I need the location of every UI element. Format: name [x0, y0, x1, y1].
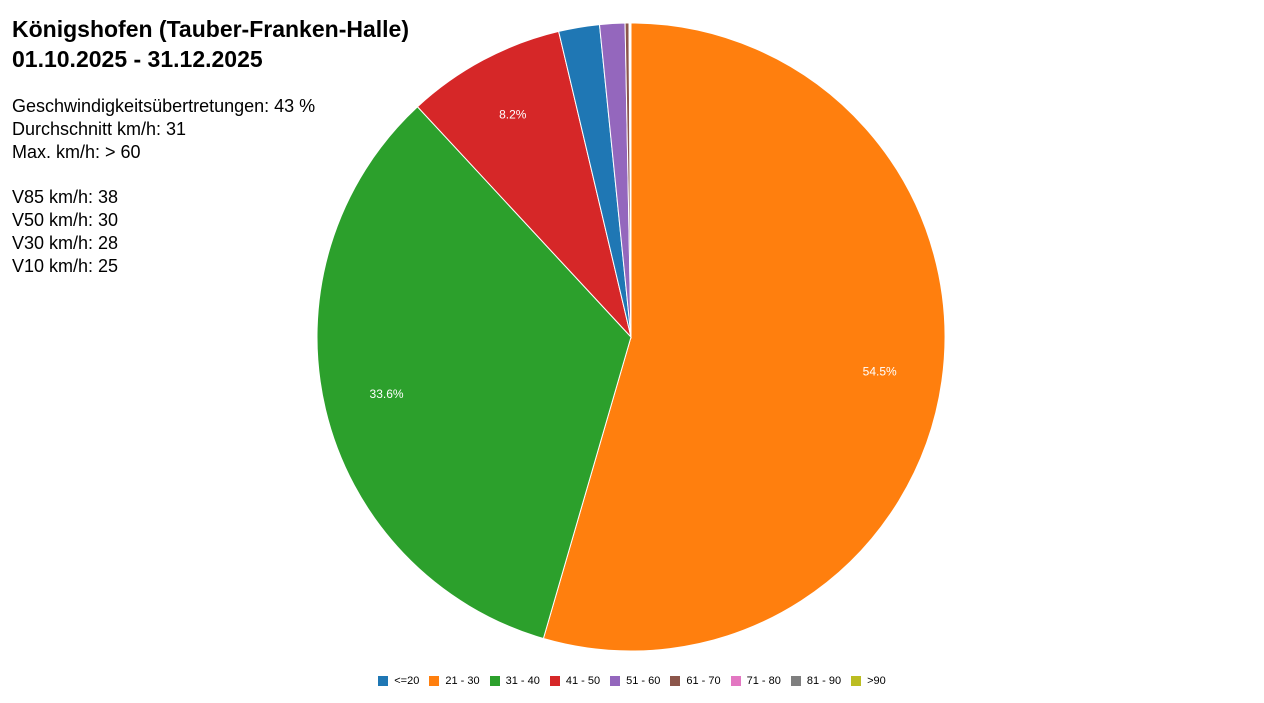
pie-slice-value-label: 54.5%: [863, 365, 897, 379]
legend-item: 41 - 50: [549, 672, 601, 690]
legend-swatch: [489, 676, 500, 686]
legend-label: >90: [867, 675, 886, 687]
legend-swatch: [378, 676, 389, 686]
legend-item: 81 - 90: [790, 672, 842, 690]
chart-period: 01.10.2025 - 31.12.2025: [12, 46, 263, 72]
legend-label: <=20: [394, 675, 420, 687]
legend-swatch: [730, 676, 741, 686]
pie-slice-21-30: [542, 22, 946, 652]
chart-title: Königshofen (Tauber-Franken-Halle): [12, 16, 409, 42]
pie-slice-value-label: 33.6%: [370, 387, 404, 401]
legend-label: 81 - 90: [806, 675, 842, 687]
pie-slice-31-40: [316, 106, 632, 640]
legend-swatch: [670, 676, 681, 686]
stat-speeding: Geschwindigkeitsübertretungen: 43 %: [12, 96, 316, 116]
stat-v10: V10 km/h: 25: [12, 255, 119, 276]
legend-item: <=20: [378, 672, 419, 690]
legend-swatch: [851, 676, 862, 686]
stat-v50: V50 km/h: 30: [12, 209, 119, 230]
legend-label: 51 - 60: [626, 675, 661, 687]
legend-item: 21 - 30: [429, 672, 480, 690]
legend-label: 71 - 80: [746, 675, 781, 687]
legend-swatch: [549, 676, 560, 686]
legend-item: 71 - 80: [730, 672, 781, 690]
stats-panel: Geschwindigkeitsübertretungen: 43 % Durc…: [12, 95, 315, 277]
legend-item: >90: [851, 672, 886, 690]
legend-label: 21 - 30: [445, 675, 480, 687]
legend-swatch: [610, 676, 621, 686]
chart-legend: <=20 21 - 30 31 - 40 41 - 50 51 - 60 61 - 70 7…: [0, 672, 1264, 690]
pie-slice-41-50: [416, 30, 632, 339]
stat-v85: V85 km/h: 38: [12, 187, 119, 208]
stat-average: Durchschnitt km/h: 31: [12, 118, 187, 139]
pie-slice-81-90: [629, 22, 632, 338]
legend-label: 61 - 70: [686, 675, 721, 687]
legend-label: 41 - 50: [565, 675, 601, 687]
legend-item: 61 - 70: [670, 672, 721, 690]
pie-slice-value-label: 8.2%: [499, 108, 527, 122]
legend-label: 31 - 40: [505, 675, 540, 687]
legend-swatch: [790, 676, 801, 686]
legend-swatch: [429, 676, 440, 686]
legend-item: 51 - 60: [610, 672, 660, 690]
stat-v30: V30 km/h: 28: [12, 232, 119, 253]
legend-item: 31 - 40: [489, 672, 540, 690]
chart-header: Königshofen (Tauber-Franken-Halle) 01.10…: [12, 14, 409, 74]
stat-max: Max. km/h: > 60: [12, 141, 141, 162]
